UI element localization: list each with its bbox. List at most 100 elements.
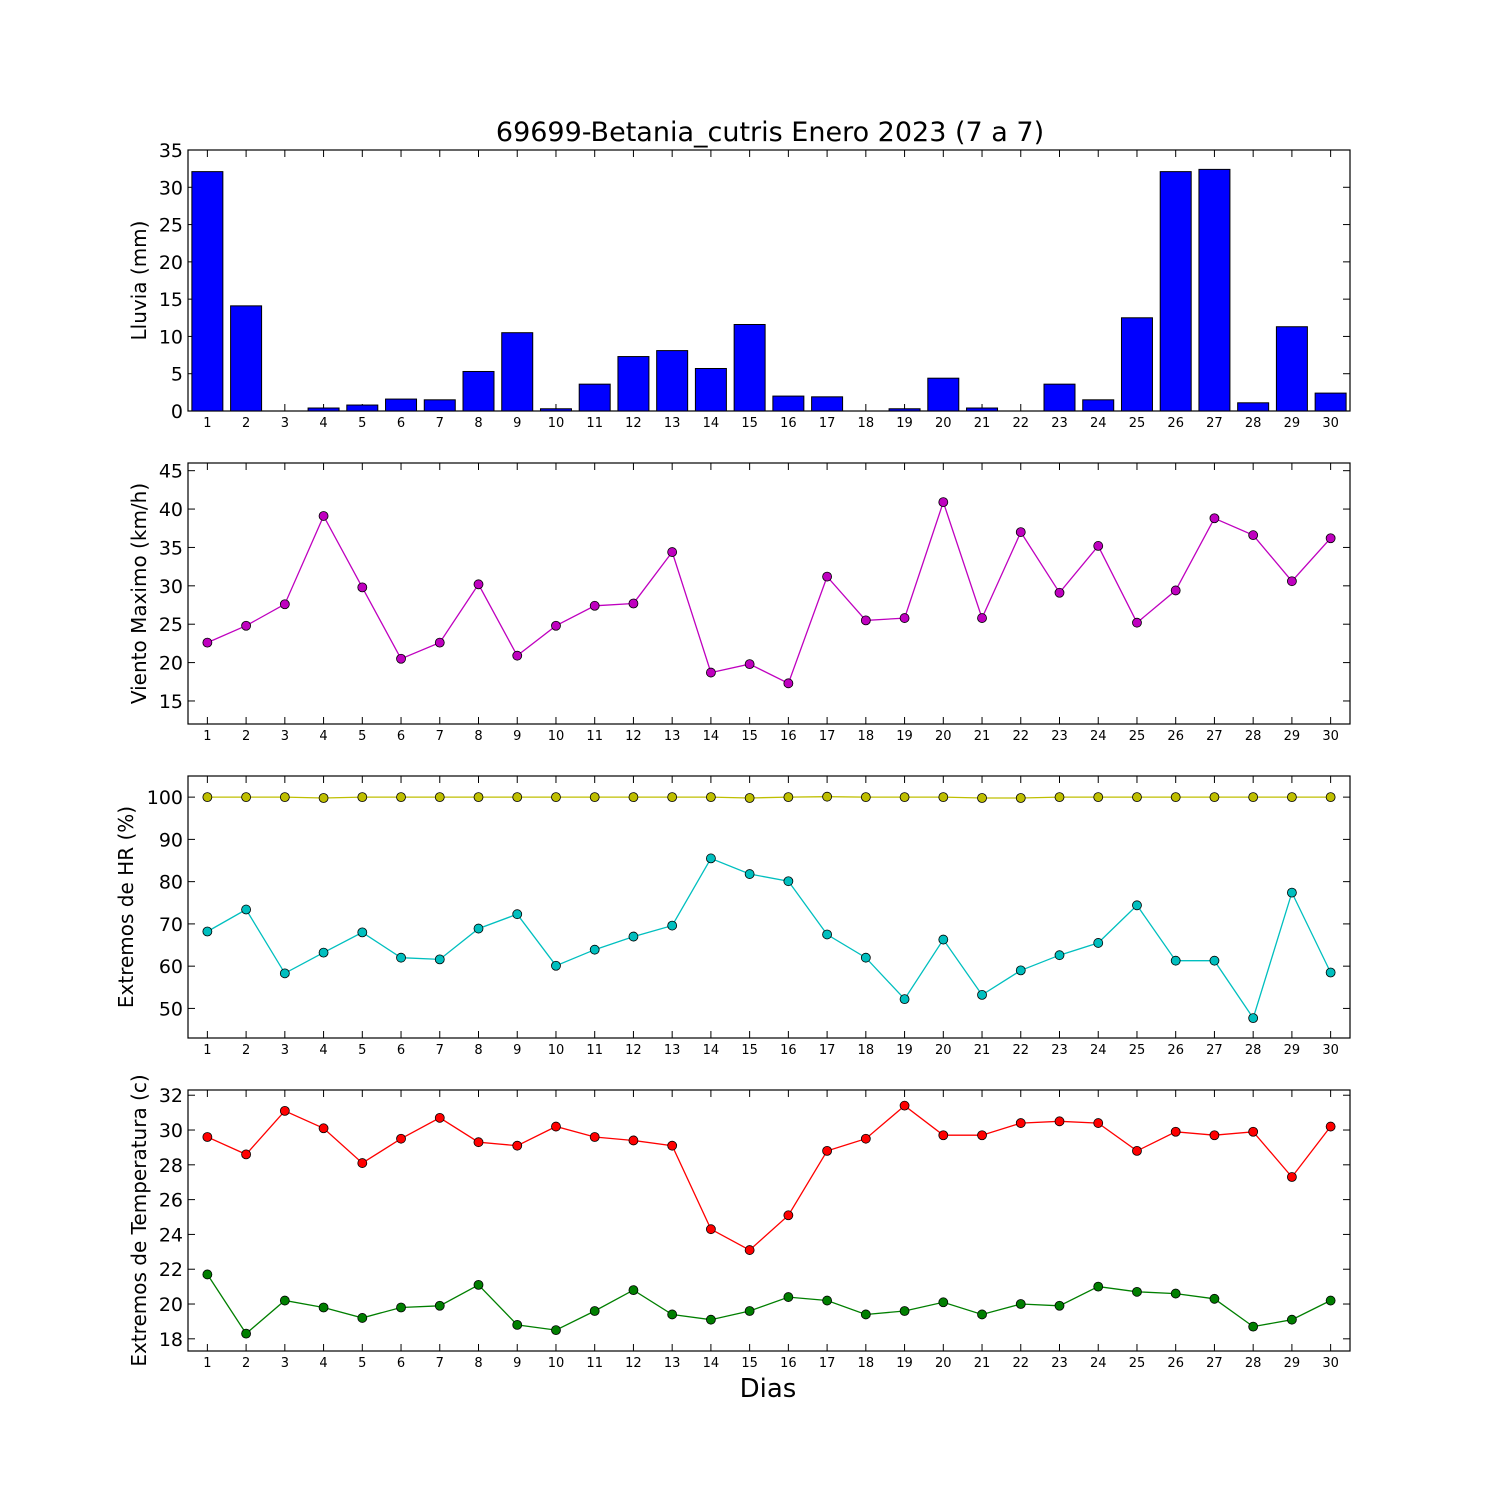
panel-4-xtick-label: 16 bbox=[780, 1356, 797, 1371]
panel-1-xtick-label: 22 bbox=[1012, 416, 1029, 431]
panel-4-series-2-point bbox=[1248, 1321, 1259, 1332]
panel-4-series-1-point bbox=[1287, 1172, 1297, 1182]
panel-3-xtick-label: 10 bbox=[548, 1043, 565, 1058]
panel-3-xtick-label: 22 bbox=[1012, 1043, 1029, 1058]
panel-4-series-1-point bbox=[202, 1132, 213, 1142]
panel-3-series-2-point bbox=[1248, 1013, 1259, 1024]
panel-3-series-2-point bbox=[1209, 955, 1220, 966]
panel-2-xtick-label: 1 bbox=[203, 729, 211, 744]
panel-4-series-2-point bbox=[512, 1320, 523, 1330]
panel-3-series-1-point bbox=[1170, 792, 1181, 803]
panel-2-ytick-label: 45 bbox=[159, 461, 183, 483]
panel-2-xtick-label: 17 bbox=[819, 729, 836, 744]
panel-3-series-2-point bbox=[357, 927, 368, 938]
panel-3-series-2-point bbox=[744, 869, 755, 879]
panel-4-xtick-label: 10 bbox=[548, 1356, 565, 1371]
panel-4-xtick-label: 23 bbox=[1051, 1356, 1068, 1371]
panel-1-bar bbox=[1314, 392, 1347, 412]
panel-1-xtick-label: 27 bbox=[1206, 416, 1223, 431]
panel-3-series-2-point bbox=[822, 929, 832, 940]
panel-4-xtick-label: 27 bbox=[1206, 1356, 1223, 1371]
panel-4-series-1-point bbox=[551, 1121, 561, 1132]
panel-1-bar bbox=[230, 305, 263, 412]
panel-3-series-1-point bbox=[279, 792, 290, 803]
panel-4-series-1-point bbox=[1054, 1116, 1065, 1127]
panel-4-xtick-label: 9 bbox=[513, 1356, 521, 1371]
panel-4-ytick-label: 28 bbox=[159, 1155, 183, 1177]
panel-2-xtick-label: 10 bbox=[548, 729, 565, 744]
panel-3-frame bbox=[187, 775, 1351, 1039]
panel-4-series-2-point bbox=[628, 1285, 639, 1295]
panel-3-series-2-point bbox=[1015, 965, 1026, 976]
panel-2-series-1-point bbox=[977, 613, 987, 623]
panel-4-xtick-label: 2 bbox=[242, 1356, 250, 1371]
panel-3-xtick-label: 29 bbox=[1284, 1043, 1301, 1058]
panel-4-ytick-label: 18 bbox=[159, 1329, 183, 1351]
panel-1-xtick-label: 24 bbox=[1090, 416, 1107, 431]
panel-3-series-1-point bbox=[1325, 792, 1336, 803]
panel-1-xtick-label: 26 bbox=[1167, 416, 1184, 431]
panel-4-series-1-point bbox=[434, 1112, 445, 1123]
panel-4-ytick-label: 20 bbox=[159, 1294, 183, 1316]
panel-4-series-2-point bbox=[1093, 1281, 1104, 1292]
panel-2-xtick-label: 3 bbox=[281, 729, 289, 744]
panel-2-series-1-point bbox=[938, 497, 949, 508]
panel-3-series-2-point bbox=[473, 923, 484, 934]
panel-1-ytick-label: 0 bbox=[171, 401, 183, 423]
panel-4-series-2-point bbox=[241, 1328, 252, 1339]
panel-3-series-1-point bbox=[589, 792, 600, 803]
panel-3-series-2-point bbox=[396, 952, 406, 963]
panel-3-series-2-point bbox=[434, 954, 445, 965]
panel-3-xtick-label: 27 bbox=[1206, 1043, 1223, 1058]
panel-2-series-1-point bbox=[1209, 513, 1220, 524]
panel-4-series-2-point bbox=[667, 1309, 678, 1320]
panel-4-series-2-point bbox=[1015, 1299, 1026, 1309]
chart-title: 69699-Betania_cutris Enero 2023 (7 a 7) bbox=[496, 117, 1044, 148]
panel-3-xtick-label: 16 bbox=[780, 1043, 797, 1058]
panel-3-series-2-point bbox=[783, 876, 794, 887]
panel-2-ytick-label: 25 bbox=[159, 614, 183, 636]
panel-1-bar bbox=[191, 171, 224, 412]
panel-1-bar bbox=[694, 367, 727, 412]
panel-4-xtick-label: 18 bbox=[858, 1356, 875, 1371]
panel-4-xtick-label: 12 bbox=[625, 1356, 642, 1371]
panel-1-frame bbox=[187, 149, 1351, 412]
panel-2-xtick-label: 29 bbox=[1284, 729, 1301, 744]
panel-4-series-1-point bbox=[1325, 1121, 1336, 1132]
panel-3-xtick-label: 23 bbox=[1051, 1043, 1068, 1058]
panel-2-xtick-label: 30 bbox=[1322, 729, 1339, 744]
panel-1-bar bbox=[539, 408, 572, 412]
panel-1-xtick-label: 25 bbox=[1129, 416, 1146, 431]
panel-2-series-1-point bbox=[1248, 530, 1259, 541]
panel-2-xtick-label: 16 bbox=[780, 729, 797, 744]
panel-1-xtick-label: 29 bbox=[1284, 416, 1301, 431]
panel-4-series-2-point bbox=[473, 1279, 484, 1290]
panel-1-xtick-label: 15 bbox=[741, 416, 758, 431]
panel-3-series-1-point bbox=[318, 793, 329, 803]
panel-1-ytick-label: 25 bbox=[159, 215, 183, 237]
panel-4-xtick-label: 11 bbox=[586, 1356, 603, 1371]
panel-4-xtick-label: 4 bbox=[319, 1356, 327, 1371]
panel-1-xtick-label: 9 bbox=[513, 416, 521, 431]
panel-3-ytick-label: 90 bbox=[159, 829, 183, 851]
panel-1-ylabel: Lluvia (mm) bbox=[127, 221, 151, 341]
panel-2-xtick-label: 19 bbox=[896, 729, 913, 744]
panel-4-series-2-point bbox=[1054, 1300, 1065, 1311]
panel-1-xtick-label: 23 bbox=[1051, 416, 1068, 431]
panel-3-series-1-point bbox=[241, 792, 252, 803]
panel-1-xtick-label: 13 bbox=[664, 416, 681, 431]
panel-4-series-2-point bbox=[977, 1309, 987, 1320]
panel-1-ytick-label: 15 bbox=[159, 289, 183, 311]
panel-2-series-1-point bbox=[1170, 585, 1181, 596]
panel-3-xtick-label: 19 bbox=[896, 1043, 913, 1058]
panel-4-ytick-label: 30 bbox=[159, 1120, 183, 1142]
panel-3-series-2-point bbox=[706, 853, 716, 864]
panel-2-ytick-label: 30 bbox=[159, 576, 183, 598]
panel-2-xtick-label: 7 bbox=[436, 729, 444, 744]
panel-4-xtick-label: 24 bbox=[1090, 1356, 1107, 1371]
panel-4-ytick-label: 24 bbox=[159, 1224, 183, 1246]
panel-3-series-1-point bbox=[860, 792, 871, 803]
panel-3-series-1-point bbox=[1132, 792, 1142, 803]
panel-3-series-1-point bbox=[1287, 792, 1297, 803]
